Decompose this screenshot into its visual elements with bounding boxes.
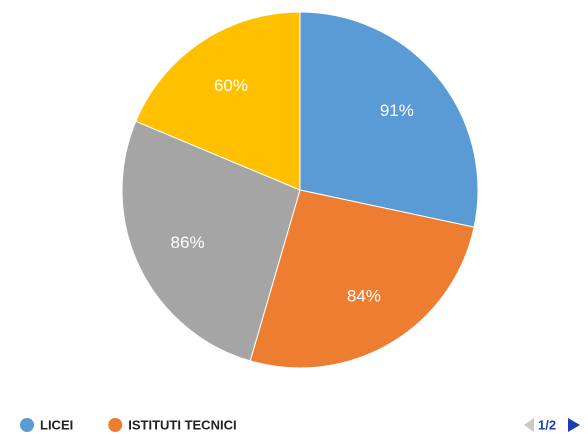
- data-label: 91%: [380, 101, 414, 120]
- legend-swatch: [20, 418, 34, 432]
- data-label: 84%: [347, 286, 381, 305]
- pie-slice: [299, 11, 479, 228]
- legend-label: ISTITUTI TECNICI: [128, 417, 236, 432]
- pager-next[interactable]: [568, 418, 580, 432]
- data-label: 86%: [171, 233, 205, 252]
- pie-slice: [249, 189, 475, 369]
- pager-text: 1/2: [538, 417, 556, 432]
- pie-slice: [121, 120, 301, 362]
- legend-swatch: [108, 418, 123, 432]
- pager-prev[interactable]: [524, 418, 534, 432]
- legend-label: LICEI: [40, 417, 73, 432]
- pie-slice: [135, 11, 301, 191]
- data-label: 60%: [214, 76, 248, 95]
